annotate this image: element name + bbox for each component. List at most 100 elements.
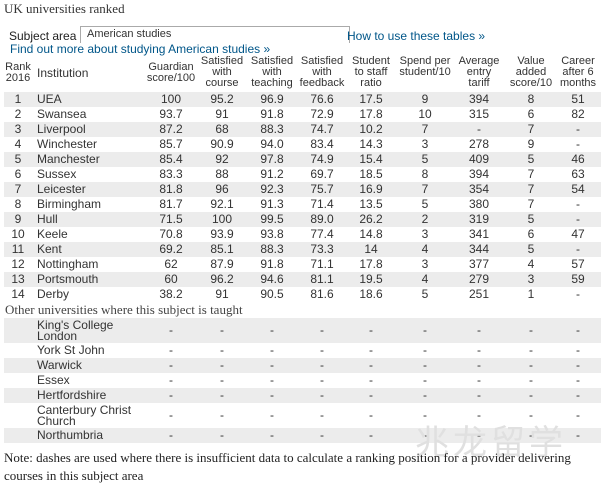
table-cell: 10 [418,107,432,121]
table-cell: 11 [11,242,25,256]
table-cell: 15.4 [359,152,383,166]
table-cell: 71.4 [310,197,334,211]
table-cell: - [477,408,481,422]
table-cell: 4 [14,137,22,151]
table-cell: - [220,343,224,357]
subject-area-select[interactable]: American studies [80,26,350,43]
column-header: Student to staff ratio [352,55,390,89]
column-header: Career after 6 months [559,55,597,89]
table-cell: 87.9 [210,257,234,271]
table-cell: - [169,358,173,372]
column-header: Value added score/10 [509,55,553,89]
table-cell: 92.3 [260,182,284,196]
table-cell: 7 [527,167,535,181]
table-cell: 62 [164,257,178,271]
table-cell: 81.7 [159,197,183,211]
table-cell: 93.7 [159,107,183,121]
table-cell: 91.2 [260,167,284,181]
institution-name: Keele [37,227,68,241]
table-cell: 94.0 [260,137,284,151]
table-cell: 87.2 [159,122,183,136]
table-cell: - [576,137,580,151]
table-cell: - [529,323,533,337]
table-cell: - [576,122,580,136]
table-cell: 90.5 [260,287,284,301]
table-cell: - [477,373,481,387]
table-cell: 68 [215,122,229,136]
institution-name: Leicester [37,182,86,196]
subject-area-label: Subject area [9,29,77,43]
table-cell: 85.1 [210,242,234,256]
table-cell: - [529,388,533,402]
table-cell: - [169,388,173,402]
institution-name: Essex [37,373,70,387]
table-cell: 6 [527,227,535,241]
institution-name: Birmingham [37,197,102,211]
table-cell: 409 [468,152,490,166]
table-cell: 14.8 [359,227,383,241]
how-to-use-tables-link[interactable]: How to use these tables » [347,29,486,43]
institution-name: Swansea [37,107,87,121]
table-cell: - [477,323,481,337]
table-cell: 91 [215,107,229,121]
table-row: Northumbria - - - - - - - - - [4,428,601,443]
table-cell: 2 [421,212,429,226]
table-cell: 94.6 [260,272,284,286]
table-cell: - [369,358,373,372]
table-cell: 5 [527,212,535,226]
table-cell: 63 [571,167,585,181]
table-cell: 92.1 [210,197,234,211]
table-cell: 83.3 [159,167,183,181]
table-cell: - [423,373,427,387]
table-cell: 46 [571,152,585,166]
table-cell: 81.1 [310,272,334,286]
table-cell: 54 [571,182,585,196]
table-cell: - [576,197,580,211]
table-cell: - [369,373,373,387]
table-body: 1 UEA 100 95.2 96.9 76.6 17.5 9 394 8 51 2 Swansea 93… [4,92,601,302]
watermark: 兆龙留学 [415,423,567,463]
table-cell: - [576,358,580,372]
institution-name: Kent [37,242,62,256]
table-cell: 91.8 [260,257,284,271]
table-cell: 71.5 [159,212,183,226]
table-cell: 71.1 [310,257,334,271]
table-cell: - [320,428,324,442]
institution-name: Northumbria [37,428,104,442]
table-cell: - [369,428,373,442]
table-cell: 18.6 [359,287,383,301]
table-cell: 100 [211,212,233,226]
table-cell: - [477,122,481,136]
table-cell: 74.9 [310,152,334,166]
table-row: 11 Kent 69.2 85.1 88.3 73.3 14 4 344 5 - [4,242,601,257]
find-out-more-link[interactable]: Find out more about studying American st… [10,42,271,56]
institution-name: York St John [37,343,105,357]
table-cell: 93.8 [260,227,284,241]
column-header: Satisfied with feedback [299,55,345,89]
table-cell: - [220,358,224,372]
table-row: 6 Sussex 83.3 88 91.2 69.7 18.5 8 394 7 63 [4,167,601,182]
footnote: Note: dashes are used where there is ins… [4,450,571,483]
table-cell: 4 [421,242,429,256]
table-header: Rank 2016 Institution Guardian score/100 Sa… [4,56,601,92]
table-row: 4 Winchester 85.7 90.9 94.0 83.4 14.3 3 278 9 - [4,137,601,152]
table-cell: 73.3 [310,242,334,256]
table-cell: 7 [14,182,22,196]
table-cell: 3 [421,227,429,241]
table-cell: 97.8 [260,152,284,166]
table-cell: - [576,323,580,337]
institution-name: UEA [37,92,62,106]
table-cell: 91.8 [260,107,284,121]
table-cell: - [169,408,173,422]
table-cell: 74.7 [310,122,334,136]
institution-name: Sussex [37,167,77,181]
institution-name: Canterbury Christ Church [37,403,132,428]
table-cell: - [576,212,580,226]
table-cell: 91.3 [260,197,284,211]
institution-name: Nottingham [37,257,99,271]
institution-name: Liverpool [37,122,86,136]
table-cell: 60 [164,272,178,286]
table-cell: 394 [468,92,490,106]
table-row: Canterbury Christ Church - - - - - - - - - [4,403,601,428]
table-cell: 7 [527,197,535,211]
